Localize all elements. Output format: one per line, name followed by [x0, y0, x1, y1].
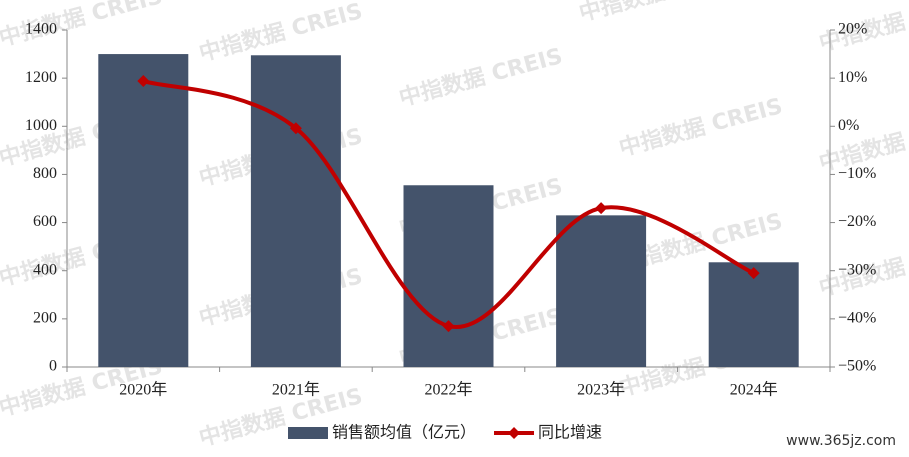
y2-tick-label: 20% [838, 21, 867, 38]
watermark: 中指数据 CREIS [576, 0, 745, 27]
y-tick-label: 1400 [25, 21, 57, 38]
line-marker [595, 202, 608, 215]
y-tick-label: 400 [33, 261, 57, 278]
line-marker [747, 267, 760, 280]
watermark: 中指数据 CREIS [616, 93, 785, 162]
x-tick-label: 2021年 [272, 381, 320, 399]
legend-label: 销售额均值（亿元） [332, 423, 476, 442]
bar [556, 215, 647, 367]
line-marker [289, 122, 302, 135]
x-tick-label: 2023年 [577, 381, 625, 399]
y2-tick-label: −40% [838, 310, 876, 327]
line-marker [137, 75, 150, 88]
legend-label: 同比增速 [538, 423, 602, 442]
y2-tick-label: 0% [838, 117, 859, 134]
bar [250, 55, 341, 368]
y2-tick-label: −50% [838, 358, 876, 375]
y-tick-label: 800 [33, 165, 57, 182]
bar [403, 185, 494, 367]
y-tick-label: 0 [49, 358, 57, 375]
bar [708, 262, 799, 367]
x-tick-label: 2024年 [730, 381, 778, 399]
y-tick-label: 600 [33, 213, 57, 230]
y-tick-label: 200 [33, 310, 57, 327]
y2-tick-label: −30% [838, 261, 876, 278]
line-marker [442, 320, 455, 333]
y2-tick-label: 10% [838, 69, 867, 86]
y2-tick-label: −20% [838, 213, 876, 230]
x-tick-label: 2020年 [119, 381, 167, 399]
watermark: 中指数据 CREIS [396, 43, 565, 112]
legend-swatch [288, 427, 328, 439]
site-label: www.365jz.com [786, 433, 896, 449]
bar [98, 54, 189, 367]
y-tick-label: 1200 [25, 69, 57, 86]
plot: 0 200 400 600 800 1000 1200 1400 −50% −40% −30% −20… [25, 21, 876, 442]
x-tick-label: 2022年 [424, 381, 472, 399]
legend-swatch [508, 427, 521, 439]
y-tick-label: 1000 [25, 117, 57, 134]
y2-tick-label: −10% [838, 165, 876, 182]
